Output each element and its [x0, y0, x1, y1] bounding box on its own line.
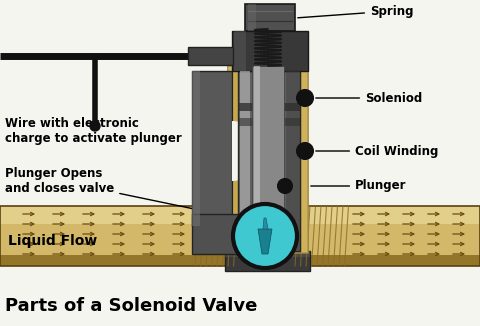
Bar [232, 31, 308, 71]
Bar [0, 206, 480, 266]
Circle shape [90, 121, 100, 131]
Bar [252, 71, 274, 251]
Bar [225, 251, 310, 257]
Circle shape [297, 143, 313, 159]
Bar [228, 66, 308, 253]
Bar [0, 255, 480, 266]
Bar [248, 4, 256, 31]
Bar [302, 66, 308, 253]
Bar [192, 71, 232, 226]
Bar [188, 47, 233, 65]
Bar [238, 103, 300, 111]
Polygon shape [258, 229, 272, 254]
Circle shape [278, 179, 292, 193]
Text: Plunger: Plunger [311, 180, 407, 192]
Bar [238, 118, 300, 126]
Circle shape [297, 90, 313, 106]
Bar [240, 71, 250, 251]
Bar [254, 66, 260, 251]
Text: Plunger Opens
and closes valve: Plunger Opens and closes valve [5, 167, 225, 215]
Text: Parts of a Solenoid Valve: Parts of a Solenoid Valve [5, 297, 257, 315]
Circle shape [233, 204, 297, 268]
Bar [225, 251, 310, 271]
Bar [234, 31, 246, 71]
Bar [0, 206, 480, 224]
Bar [286, 71, 300, 251]
Bar [0, 206, 480, 266]
Bar [192, 71, 200, 226]
Bar [238, 71, 300, 251]
Text: Spring: Spring [298, 5, 413, 18]
Bar [245, 4, 295, 31]
Bar [192, 214, 242, 254]
Text: Wire with electronic
charge to activate plunger: Wire with electronic charge to activate … [5, 117, 182, 145]
Polygon shape [263, 218, 268, 229]
Text: Soleniod: Soleniod [316, 92, 422, 105]
Wedge shape [232, 121, 262, 181]
Text: Coil Winding: Coil Winding [316, 144, 438, 157]
Bar [252, 66, 284, 251]
Bar [228, 66, 234, 253]
Text: Liquid Flow: Liquid Flow [8, 234, 97, 248]
